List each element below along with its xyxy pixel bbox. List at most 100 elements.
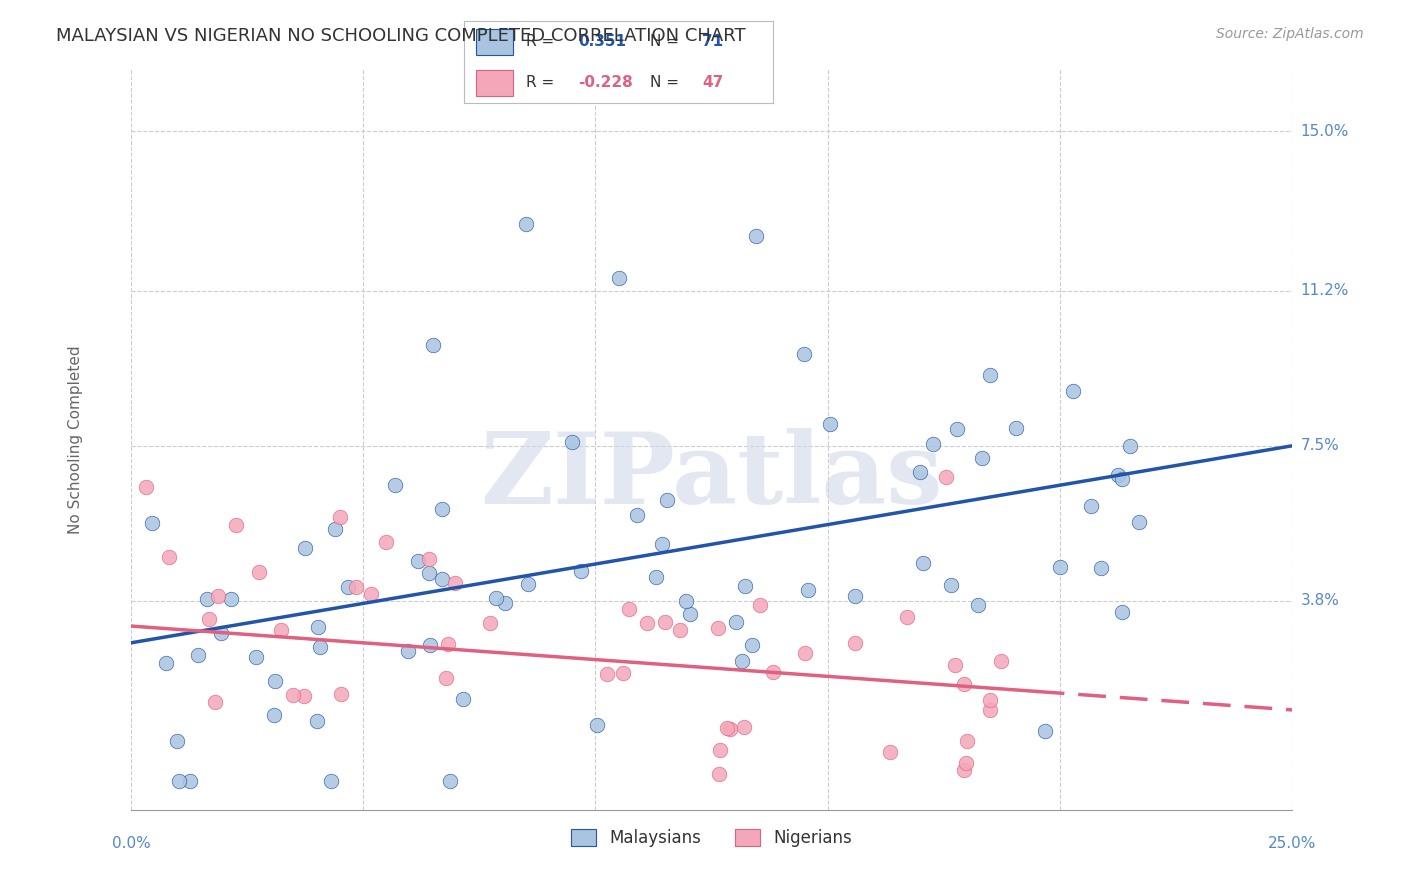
Point — [922, 436, 945, 450]
Point — [292, 690, 315, 704]
Text: 25.0%: 25.0% — [1268, 836, 1316, 851]
Point — [360, 587, 382, 601]
Text: N =: N = — [650, 35, 683, 49]
Point — [896, 610, 918, 624]
Point — [204, 695, 226, 709]
Point — [955, 756, 977, 770]
Text: No Schooling Completed: No Schooling Completed — [67, 345, 83, 533]
Text: 3.8%: 3.8% — [1301, 593, 1340, 608]
Point — [1111, 472, 1133, 486]
Point — [337, 580, 360, 594]
Point — [675, 594, 697, 608]
Point — [990, 653, 1012, 667]
Point — [731, 654, 754, 668]
Point — [444, 575, 467, 590]
Point — [517, 577, 540, 591]
Point — [607, 271, 630, 285]
Point — [329, 510, 352, 524]
Point — [749, 598, 772, 612]
Point — [718, 722, 741, 736]
Point — [155, 656, 177, 670]
Point — [797, 582, 820, 597]
Point — [305, 714, 328, 729]
Point — [479, 615, 502, 630]
Point — [418, 552, 440, 566]
Point — [678, 607, 700, 621]
Point — [1033, 724, 1056, 739]
Point — [946, 422, 969, 436]
Point — [396, 644, 419, 658]
Point — [494, 596, 516, 610]
Point — [844, 636, 866, 650]
Point — [939, 578, 962, 592]
Point — [794, 646, 817, 660]
FancyBboxPatch shape — [477, 29, 513, 55]
Point — [612, 665, 634, 680]
Point — [793, 346, 815, 360]
Point — [330, 687, 353, 701]
Point — [953, 677, 976, 691]
Point — [375, 535, 398, 549]
Text: R =: R = — [526, 35, 560, 49]
Point — [434, 671, 457, 685]
Point — [569, 564, 592, 578]
Point — [219, 591, 242, 606]
Point — [844, 589, 866, 603]
Point — [307, 620, 329, 634]
Point — [966, 599, 988, 613]
Point — [561, 435, 583, 450]
Point — [384, 478, 406, 492]
Point — [195, 592, 218, 607]
Point — [935, 470, 957, 484]
Point — [167, 774, 190, 789]
Point — [432, 572, 454, 586]
Point — [879, 745, 901, 759]
Text: Source: ZipAtlas.com: Source: ZipAtlas.com — [1216, 27, 1364, 41]
Point — [636, 615, 658, 630]
Point — [1111, 605, 1133, 619]
Point — [1005, 421, 1028, 435]
Point — [422, 338, 444, 352]
Point — [406, 553, 429, 567]
Point — [135, 480, 157, 494]
Text: 0.351: 0.351 — [578, 35, 627, 49]
Point — [645, 570, 668, 584]
Point — [166, 734, 188, 748]
Point — [617, 601, 640, 615]
Point — [309, 640, 332, 655]
Point — [707, 621, 730, 635]
Text: 11.2%: 11.2% — [1301, 283, 1348, 298]
Point — [179, 774, 201, 789]
Legend: Malaysians, Nigerians: Malaysians, Nigerians — [565, 822, 859, 855]
Point — [1118, 439, 1140, 453]
Point — [979, 368, 1001, 382]
Point — [418, 566, 440, 580]
Point — [979, 703, 1001, 717]
Text: 7.5%: 7.5% — [1301, 438, 1339, 453]
Point — [419, 638, 441, 652]
Point — [515, 217, 537, 231]
Point — [911, 557, 934, 571]
Text: N =: N = — [650, 76, 683, 90]
Point — [270, 624, 292, 638]
Point — [956, 734, 979, 748]
Text: MALAYSIAN VS NIGERIAN NO SCHOOLING COMPLETED CORRELATION CHART: MALAYSIAN VS NIGERIAN NO SCHOOLING COMPL… — [56, 27, 745, 45]
Point — [908, 465, 931, 479]
Point — [762, 665, 785, 679]
Point — [323, 522, 346, 536]
Point — [596, 666, 619, 681]
Point — [716, 721, 738, 735]
FancyBboxPatch shape — [477, 70, 513, 96]
Text: 15.0%: 15.0% — [1301, 124, 1348, 139]
Point — [725, 615, 748, 629]
Point — [1090, 561, 1112, 575]
Point — [970, 451, 993, 466]
Point — [321, 774, 343, 789]
Text: ZIPatlas: ZIPatlas — [481, 428, 943, 525]
Point — [669, 623, 692, 637]
Text: R =: R = — [526, 76, 560, 90]
Point — [437, 637, 460, 651]
Point — [707, 767, 730, 781]
Point — [733, 720, 755, 734]
Point — [264, 673, 287, 688]
